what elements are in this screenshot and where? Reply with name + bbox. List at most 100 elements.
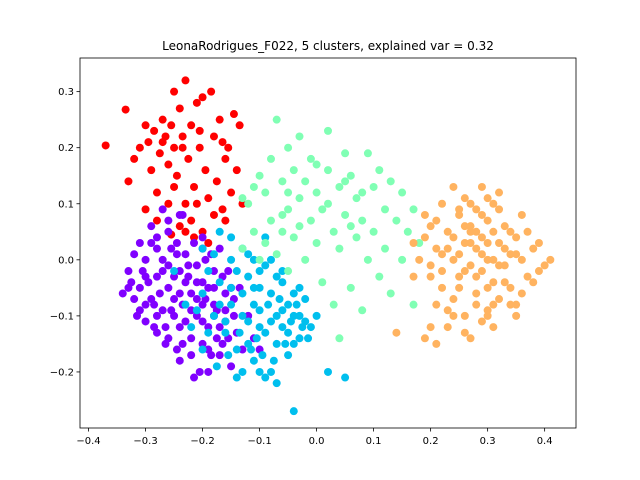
point-2-63: [278, 267, 287, 276]
point-0-52: [178, 143, 187, 152]
point-0-13: [164, 160, 173, 169]
point-4-32: [495, 239, 504, 247]
point-3-14: [284, 205, 293, 214]
y-tick-label-1: −0.1: [50, 311, 74, 322]
point-2-4: [204, 267, 213, 276]
point-0-4: [135, 143, 144, 152]
point-1-47: [158, 306, 167, 315]
point-1-45: [135, 283, 144, 292]
point-3-44: [369, 182, 378, 191]
point-3-56: [409, 300, 418, 309]
point-2-20: [261, 328, 270, 337]
point-1-91: [198, 233, 207, 242]
point-2-47: [266, 255, 275, 264]
point-1-22: [184, 261, 193, 270]
point-1-21: [181, 317, 190, 326]
point-2-79: [264, 300, 273, 309]
point-2-8: [227, 255, 236, 264]
point-1-87: [158, 205, 167, 214]
point-4-72: [477, 210, 486, 219]
point-1-5: [141, 300, 150, 309]
point-4-96: [420, 334, 429, 343]
point-1-108: [135, 306, 144, 315]
point-3-41: [358, 216, 367, 225]
point-3-26: [318, 278, 327, 287]
point-1-28: [201, 255, 210, 264]
point-2-46: [261, 261, 270, 270]
point-0-18: [175, 104, 184, 113]
point-2-18: [255, 267, 264, 276]
point-4-8: [443, 323, 452, 332]
point-1-17: [172, 250, 181, 259]
point-3-25: [312, 188, 321, 197]
point-0-17: [172, 171, 181, 180]
point-4-74: [495, 205, 504, 214]
point-3-0: [238, 244, 247, 253]
point-3-34: [341, 149, 350, 158]
point-0-51: [192, 199, 201, 208]
point-3-32: [335, 182, 344, 191]
point-1-24: [190, 239, 199, 247]
y-tick-label-0: −0.2: [50, 367, 74, 378]
point-4-87: [489, 300, 498, 309]
point-0-33: [215, 115, 224, 124]
point-1-80: [215, 351, 224, 360]
point-1-73: [152, 233, 161, 242]
point-0-30: [207, 87, 216, 96]
point-0-54: [195, 126, 204, 135]
point-1-29: [204, 323, 213, 332]
y-tick-label-4: 0.2: [58, 143, 74, 154]
point-0-45: [187, 216, 196, 225]
point-1-86: [127, 278, 136, 287]
point-2-76: [272, 379, 281, 388]
point-1-63: [170, 311, 179, 320]
point-0-3: [130, 154, 139, 163]
point-4-15: [460, 311, 469, 320]
point-4-64: [432, 216, 441, 225]
y-axis: −0.2 −0.1 0.0 0.1 0.2 0.3: [50, 87, 80, 378]
point-2-2: [187, 323, 196, 332]
point-4-94: [534, 239, 543, 247]
point-4-22: [472, 289, 481, 298]
point-2-69: [198, 345, 207, 354]
point-3-64: [295, 222, 304, 231]
point-4-67: [415, 255, 424, 264]
point-1-56: [158, 255, 167, 264]
point-1-96: [212, 334, 221, 343]
point-1-84: [150, 300, 159, 309]
point-2-23: [266, 367, 275, 376]
point-2-34: [301, 295, 310, 304]
point-4-62: [489, 227, 498, 236]
point-3-30: [329, 227, 338, 236]
point-4-9: [449, 255, 458, 264]
point-1-97: [204, 367, 213, 376]
point-2-6: [215, 278, 224, 287]
point-1-27: [198, 278, 207, 287]
point-3-17: [289, 233, 298, 242]
point-4-5: [438, 199, 447, 208]
point-4-28: [483, 255, 492, 264]
point-1-102: [184, 272, 193, 281]
point-3-39: [352, 194, 361, 203]
point-3-42: [363, 149, 372, 158]
point-0-36: [224, 143, 233, 152]
point-4-37: [506, 283, 515, 292]
point-4-57: [449, 233, 458, 242]
point-1-10: [152, 244, 161, 253]
point-3-28: [324, 126, 332, 135]
point-3-33: [335, 244, 344, 253]
point-0-5: [141, 121, 150, 130]
point-1-57: [164, 261, 173, 270]
point-1-89: [147, 239, 156, 247]
series-3: [238, 115, 424, 343]
point-2-56: [289, 339, 298, 348]
point-4-66: [420, 210, 429, 219]
y-tick-label-5: 0.3: [58, 87, 74, 98]
x-axis: −0.4 −0.3 −0.2 −0.1 0.0 0.1 0.2 0.3 0.4: [76, 428, 553, 447]
point-4-47: [443, 244, 452, 253]
point-2-40: [198, 244, 207, 253]
point-4-29: [489, 278, 498, 287]
point-3-67: [335, 334, 344, 343]
point-0-29: [204, 194, 213, 203]
